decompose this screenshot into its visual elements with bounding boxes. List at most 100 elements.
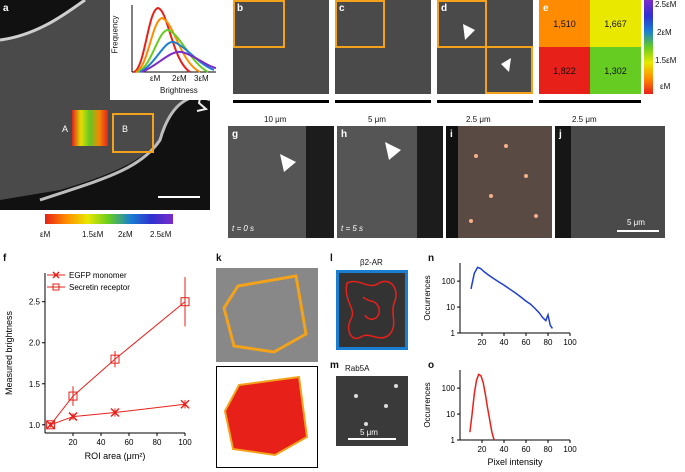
inset-curves bbox=[131, 5, 217, 73]
colorbar-e-tick-2: 2εM bbox=[657, 28, 672, 37]
panel-label-l: l bbox=[330, 253, 333, 264]
inset-tick-2: 2εM bbox=[172, 74, 187, 83]
colorbar-e-tick-1: 2.5εM bbox=[655, 0, 677, 9]
data-point bbox=[68, 412, 78, 422]
colorbar-e-tick-3: 1.5εM bbox=[655, 56, 677, 65]
grid-cell: 1,667 bbox=[590, 0, 641, 47]
colorbar-a-tick-3: 2εM bbox=[118, 230, 133, 239]
scale-label-c: 5 μm bbox=[368, 115, 386, 124]
cell-value: 1,302 bbox=[604, 65, 627, 76]
series-line bbox=[50, 301, 186, 426]
y-tick-label: 1.5 bbox=[29, 380, 41, 389]
panel-d-image bbox=[437, 0, 533, 94]
x-tick-label: 100 bbox=[563, 338, 577, 347]
scale-label-m: 5 μm bbox=[360, 428, 378, 437]
panel-label-a: a bbox=[3, 3, 9, 14]
segmentation-outline bbox=[345, 280, 397, 340]
scale-bar-d bbox=[437, 100, 533, 103]
data-point bbox=[110, 407, 120, 418]
x-tick-label: 60 bbox=[522, 338, 531, 347]
x-tick-label: 80 bbox=[544, 445, 553, 454]
cell-value: 1,667 bbox=[604, 18, 627, 29]
data-point bbox=[110, 354, 120, 364]
panel-label-n: n bbox=[428, 253, 435, 264]
x-axis-label: ROI area (μm²) bbox=[85, 451, 146, 461]
scale-label-j: 5 μm bbox=[627, 218, 645, 227]
histogram-line bbox=[469, 373, 495, 441]
panel-i-image bbox=[446, 126, 552, 238]
colorbar-a-tick-1: εM bbox=[40, 230, 51, 239]
arrowheads bbox=[463, 24, 511, 72]
data-point bbox=[46, 420, 56, 430]
panel-c-image bbox=[335, 0, 431, 94]
panel-e-grid: 1,510 1,667 1,822 1,302 bbox=[539, 0, 641, 94]
roi-outline bbox=[222, 274, 308, 354]
inset-xlabel: Brightness bbox=[160, 86, 198, 95]
scale-label-b: 10 μm bbox=[264, 115, 287, 124]
data-point bbox=[180, 399, 190, 409]
cell-value: 1,510 bbox=[553, 18, 576, 29]
legend-label: Secretin receptor bbox=[69, 283, 130, 292]
roi-box bbox=[437, 0, 487, 48]
chart-o: 1 10 100 20 40 60 80 100 Occurrences Pixel intens… bbox=[423, 370, 577, 467]
time-label: t = 0 s bbox=[232, 224, 255, 233]
puncta bbox=[446, 126, 538, 238]
y-tick-label: 10 bbox=[446, 410, 455, 419]
roi-box bbox=[335, 0, 385, 48]
panel-label-e: e bbox=[543, 3, 549, 14]
scale-label-d: 2.5 μm bbox=[466, 115, 491, 124]
panel-b-image bbox=[233, 0, 329, 94]
roi-box-b bbox=[112, 113, 154, 153]
cell-edge bbox=[555, 126, 571, 238]
panel-k-image bbox=[216, 268, 318, 362]
panel-m-title: Rab5A bbox=[345, 364, 370, 373]
legend-label: EGFP monomer bbox=[69, 271, 127, 280]
x-tick-label: 20 bbox=[69, 438, 78, 447]
panel-label-o: o bbox=[428, 360, 435, 371]
data-point bbox=[68, 391, 78, 401]
chart-f: 1.0 1.5 2.0 2.5 20 40 60 80 100 ROI area (μm²) Mea… bbox=[4, 271, 192, 461]
inset-tick-1: εM bbox=[150, 74, 161, 83]
cell-value: 1,822 bbox=[553, 65, 576, 76]
y-tick-label: 100 bbox=[442, 277, 456, 286]
scale-bar-a bbox=[158, 196, 200, 198]
panel-label-k: k bbox=[216, 253, 222, 264]
y-tick-label: 10 bbox=[446, 303, 455, 312]
chart-n: 1 10 100 20 40 60 80 100 Occurrences bbox=[423, 263, 577, 347]
x-tick-label: 80 bbox=[544, 338, 553, 347]
x-tick-label: 80 bbox=[153, 438, 162, 447]
inset-tick-3: 3εM bbox=[194, 74, 209, 83]
roi-heatmap bbox=[72, 110, 108, 146]
grid-cell: 1,822 bbox=[539, 47, 590, 94]
panel-l-title: β2-AR bbox=[360, 258, 383, 267]
grid-cell: 1,302 bbox=[590, 47, 641, 94]
x-axis-label: Pixel intensity bbox=[487, 457, 543, 467]
panel-g-image: t = 0 s bbox=[228, 126, 334, 238]
cell-edge bbox=[385, 126, 443, 238]
panel-l-image bbox=[336, 270, 408, 350]
y-tick-label: 1 bbox=[451, 436, 456, 445]
roi-b-label: B bbox=[122, 124, 129, 134]
roi-mask bbox=[223, 375, 309, 457]
x-tick-label: 20 bbox=[478, 338, 487, 347]
colorbar-a-tick-2: 1.5εM bbox=[82, 230, 104, 239]
puncta bbox=[354, 384, 398, 426]
panel-m-image: 5 μm bbox=[336, 376, 408, 446]
scale-bar-c bbox=[335, 100, 431, 103]
panel-k-mask bbox=[216, 366, 318, 468]
y-tick-label: 1 bbox=[451, 329, 456, 338]
x-tick-label: 100 bbox=[178, 438, 192, 447]
y-axis-label: Occurrences bbox=[423, 275, 432, 320]
panel-label-d: d bbox=[441, 3, 448, 14]
scale-bar-b bbox=[233, 100, 329, 103]
colorbar-a bbox=[45, 214, 173, 224]
time-label: t = 5 s bbox=[341, 224, 364, 233]
histogram-line bbox=[470, 266, 554, 329]
scale-bar-j bbox=[617, 230, 659, 232]
x-tick-label: 40 bbox=[97, 438, 106, 447]
scale-bar-m bbox=[348, 438, 396, 440]
x-tick-label: 40 bbox=[500, 445, 509, 454]
panel-label-h: h bbox=[341, 129, 348, 140]
data-point bbox=[180, 297, 190, 307]
colorbar-a-tick-4: 2.5εM bbox=[150, 230, 172, 239]
